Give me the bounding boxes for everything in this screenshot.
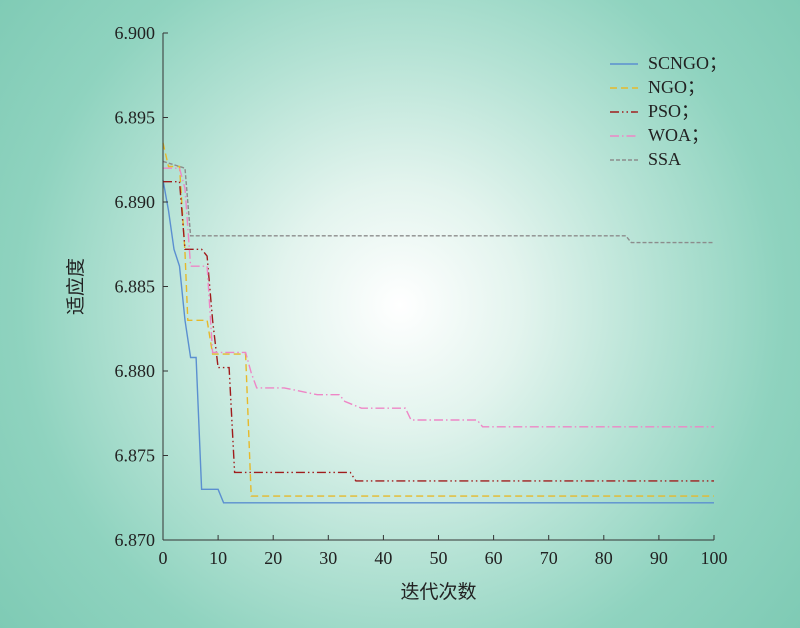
y-tick-label: 6.900 (115, 23, 156, 43)
y-axis-title: 适应度 (65, 258, 87, 315)
legend-label-1: SCNGO； (648, 53, 727, 73)
x-tick-label: 90 (650, 548, 668, 568)
series-line-1 (162, 179, 714, 504)
axes (162, 33, 714, 541)
y-tick-label: 6.885 (115, 277, 156, 297)
tick-marks (162, 32, 715, 541)
x-tick-label: 30 (319, 548, 337, 568)
legend: SCNGO； NGO； PSO； WOA； SSA (610, 53, 727, 169)
x-tick-label: 80 (595, 548, 613, 568)
y-tick-label: 6.880 (115, 361, 156, 381)
plot-area (162, 142, 714, 504)
series-line-3 (163, 181, 714, 482)
series-line-2 (162, 142, 714, 497)
tick-labels: 0 10 20 30 40 50 60 70 80 90 100 6.870 6.875 6.880 6.8… (115, 23, 728, 568)
series-line-4 (163, 167, 714, 428)
x-tick-label: 10 (209, 548, 227, 568)
x-tick-label: 0 (159, 548, 168, 568)
legend-label-5: SSA (648, 149, 681, 169)
y-tick-label: 6.895 (115, 108, 156, 128)
series-line-5 (162, 160, 714, 244)
legend-label-2: NGO； (648, 77, 705, 97)
y-tick-label: 6.890 (115, 192, 156, 212)
x-axis-title: 迭代次数 (400, 581, 476, 603)
x-tick-label: 20 (264, 548, 282, 568)
legend-label-3: PSO； (648, 101, 699, 121)
x-tick-label: 70 (540, 548, 558, 568)
x-tick-label: 100 (701, 548, 728, 568)
x-tick-label: 60 (485, 548, 503, 568)
y-tick-label: 6.870 (115, 530, 156, 550)
x-tick-label: 50 (430, 548, 448, 568)
y-tick-label: 6.875 (115, 446, 156, 466)
x-tick-label: 40 (374, 548, 392, 568)
legend-label-4: WOA； (648, 125, 709, 145)
